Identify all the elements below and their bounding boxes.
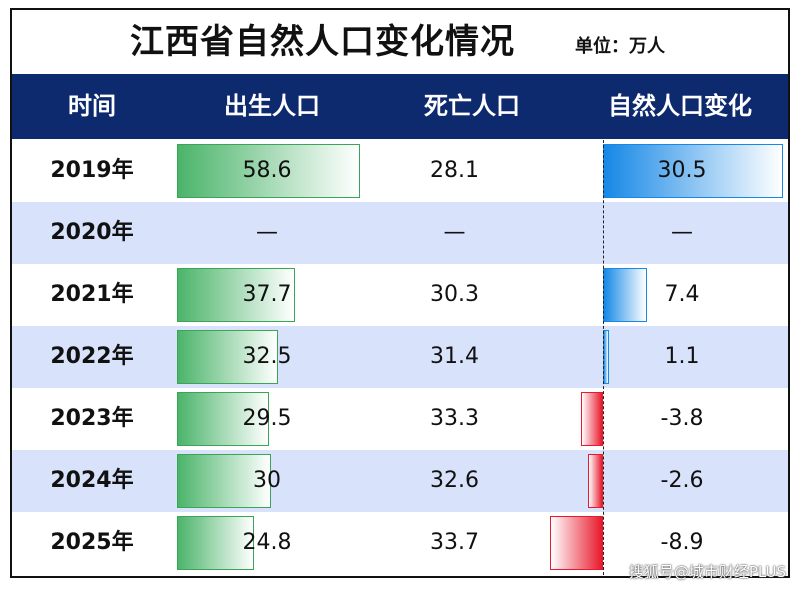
change-value: 7.4 — [664, 282, 700, 307]
births-bar — [177, 392, 270, 446]
table-row: 2020年 — — — — [12, 202, 788, 264]
births-value: — — [256, 220, 278, 245]
year-cell: 2021年 — [50, 282, 134, 307]
births-value: 37.7 — [242, 282, 292, 307]
page-title: 江西省自然人口变化情况 — [130, 22, 515, 62]
year-cell: 2022年 — [50, 344, 134, 369]
births-value: 29.5 — [242, 406, 292, 431]
change-bar-negative — [587, 454, 603, 508]
header-change: 自然人口变化 — [608, 92, 752, 120]
births-value: 58.6 — [242, 158, 292, 183]
deaths-value: 30.3 — [430, 282, 479, 307]
table-row: 2019年 58.6 28.1 30.5 — [12, 140, 788, 202]
births-bar — [177, 330, 279, 384]
deaths-value: 28.1 — [430, 158, 479, 183]
year-cell: 2020年 — [50, 220, 134, 245]
zero-axis-line — [603, 140, 604, 575]
deaths-value: — — [443, 220, 466, 245]
header-births: 出生人口 — [224, 92, 320, 120]
deaths-value: 33.3 — [430, 406, 479, 431]
unit-label: 单位：万人 — [575, 36, 665, 57]
deaths-value: 31.4 — [430, 344, 479, 369]
year-cell: 2025年 — [50, 530, 134, 555]
header-deaths: 死亡人口 — [424, 92, 520, 120]
births-value: 30 — [253, 468, 281, 493]
table-row: 2024年 30 32.6 -2.6 — [12, 450, 788, 512]
births-bar — [177, 268, 295, 322]
births-bar — [177, 516, 255, 570]
header-time: 时间 — [68, 92, 116, 120]
table-row: 2021年 37.7 30.3 7.4 — [12, 264, 788, 326]
change-bar-negative — [580, 392, 603, 446]
deaths-value: 32.6 — [430, 468, 479, 493]
deaths-value: 33.7 — [430, 530, 479, 555]
table-row: 2023年 29.5 33.3 -3.8 — [12, 388, 788, 450]
table-header: 时间 出生人口 死亡人口 自然人口变化 — [12, 74, 788, 139]
change-value: 1.1 — [664, 344, 700, 369]
watermark: 搜狐号@城市财经PLUS — [628, 563, 786, 581]
change-value: -8.9 — [660, 530, 704, 555]
change-value: -2.6 — [660, 468, 704, 493]
year-cell: 2024年 — [50, 468, 134, 493]
births-value: 24.8 — [242, 530, 292, 555]
year-cell: 2023年 — [50, 406, 134, 431]
table-row: 2022年 32.5 31.4 1.1 — [12, 326, 788, 388]
births-bar — [177, 144, 360, 198]
change-value: — — [671, 220, 693, 245]
change-value: 30.5 — [657, 158, 707, 183]
change-bar-negative — [550, 516, 603, 570]
change-value: -3.8 — [660, 406, 704, 431]
table-row: 2025年 24.8 33.7 -8.9 — [12, 512, 788, 574]
year-cell: 2019年 — [50, 158, 134, 183]
births-bar — [177, 454, 271, 508]
births-value: 32.5 — [242, 344, 292, 369]
